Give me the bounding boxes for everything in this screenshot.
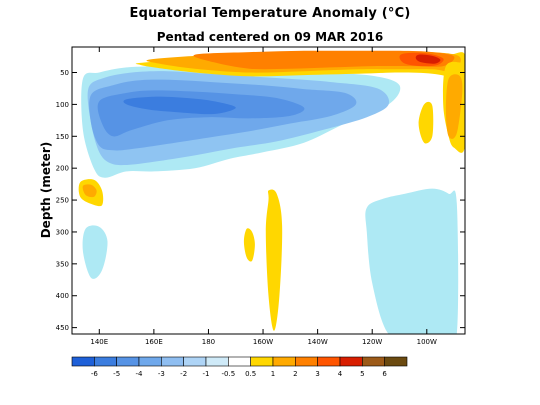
colorbar-swatch <box>161 356 184 367</box>
colorbar-label: -4 <box>136 370 144 378</box>
colorbar-label: 4 <box>338 370 343 378</box>
anomaly-region-warm_2_3 <box>193 50 455 70</box>
colorbar-swatch <box>272 356 296 367</box>
colorbar-label: 1 <box>271 370 275 378</box>
colorbar-label: -3 <box>158 370 165 378</box>
colorbar-label: -5 <box>113 370 120 378</box>
y-tick-label: 150 <box>56 133 69 141</box>
plot-frame <box>71 46 466 335</box>
colorbar-swatch <box>317 356 341 367</box>
colorbar-swatch <box>138 356 162 367</box>
colorbar-swatch <box>116 356 140 367</box>
x-tick-label: 140W <box>307 338 327 346</box>
colorbar-label: 6 <box>382 370 387 378</box>
y-tick-label: 450 <box>56 324 69 332</box>
anomaly-region-warm_0.5_1 <box>265 189 283 331</box>
colorbar-label: -0.5 <box>221 370 235 378</box>
colorbar-swatch <box>71 356 95 367</box>
colorbar-label: 5 <box>360 370 364 378</box>
colorbar-label: -2 <box>180 370 187 378</box>
colorbar-swatch <box>94 356 117 367</box>
colorbar-swatch <box>362 356 385 367</box>
chart-subtitle: Pentad centered on 09 MAR 2016 <box>156 30 384 44</box>
colorbar: -6 -5 -4 -3 -2 -1 -0.5 0.5 1 2 3 4 5 6 <box>71 356 408 378</box>
y-tick-label: 300 <box>56 228 69 236</box>
colorbar-swatch <box>384 356 408 367</box>
chart-title: Equatorial Temperature Anomaly (°C) <box>129 6 411 21</box>
x-tick-label: 120W <box>362 338 382 346</box>
x-tick-label: 100W <box>417 338 437 346</box>
y-tick-label: 250 <box>56 197 69 205</box>
x-tick-label: 180 <box>202 338 215 346</box>
colorbar-swatch <box>228 356 251 367</box>
colorbar-label: 2 <box>293 370 297 378</box>
anomaly-region-warm_4_5 <box>415 54 441 64</box>
anomaly-region-warm_0.5_1 <box>418 101 434 144</box>
x-tick-label: 160W <box>253 338 273 346</box>
colorbar-label: -1 <box>203 370 210 378</box>
y-tick-label: 400 <box>56 292 69 300</box>
colorbar-swatch <box>295 356 318 367</box>
colorbar-label: 3 <box>315 370 319 378</box>
colorbar-label: 0.5 <box>245 370 256 378</box>
colorbar-swatch <box>205 356 229 367</box>
colorbar-label: -6 <box>91 370 99 378</box>
x-tick-label: 140E <box>90 338 108 346</box>
colorbar-swatch <box>339 356 363 367</box>
anomaly-region-warm_0.5_1 <box>243 228 255 262</box>
colorbar-swatch <box>183 356 207 367</box>
anomaly-region-cold_-0.5_-1 <box>365 188 459 334</box>
anomaly-regions <box>78 50 465 334</box>
anomaly-region-warm_1_2 <box>82 184 97 198</box>
y-axis-label: Depth (meter) <box>39 142 53 239</box>
y-tick-label: 350 <box>56 260 69 268</box>
colorbar-swatch <box>250 356 274 367</box>
anomaly-region-cold_-4_-5 <box>123 96 236 115</box>
y-tick-label: 200 <box>56 165 69 173</box>
y-tick-label: 50 <box>60 69 69 77</box>
y-tick-label: 100 <box>56 101 69 109</box>
x-tick-label: 160E <box>145 338 163 346</box>
anomaly-region-warm_1_2 <box>445 74 463 139</box>
anomaly-region-cold_-0.5_-1 <box>82 225 108 279</box>
axes: 140E 160E 180 160W 140W 120W 100W 50 100 150 200 25… <box>56 47 465 346</box>
